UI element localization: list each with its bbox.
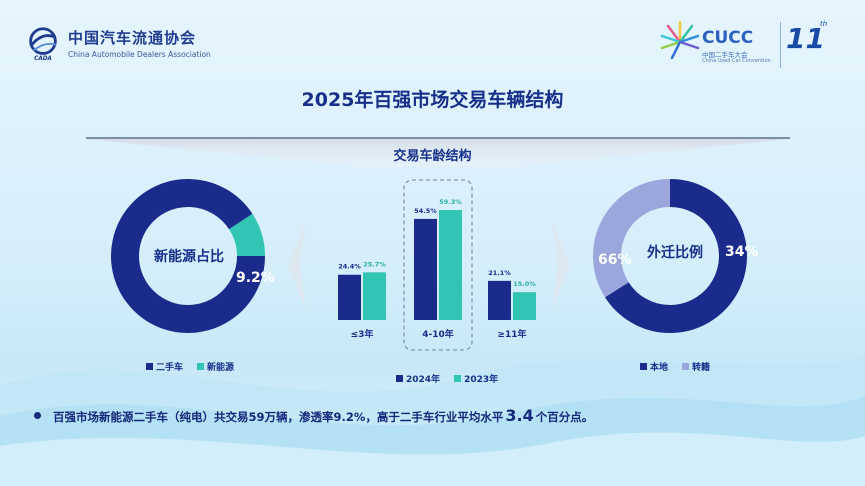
footnote: 百强市场新能源二手车（纯电）共交易59万辆，渗透率9.2%，高于二手车行业平均水… <box>34 406 593 425</box>
bar-category-label: ≥11年 <box>497 328 526 340</box>
donut-nev-slice-1 <box>228 213 265 257</box>
edition-suffix: th <box>820 20 828 28</box>
org-name-cn: 中国汽车流通协会 <box>68 29 197 47</box>
donut-nev-slice-0 <box>111 179 265 333</box>
bar-≤3年-2024年 <box>338 274 361 320</box>
bar-≥11年-2023年 <box>513 292 536 320</box>
bar-data-label: 21.1% <box>488 269 511 277</box>
cada-emblem-icon: CADA <box>29 27 57 62</box>
bullet-icon <box>34 412 41 419</box>
donut-nev-center-label: 新能源占比 <box>154 249 224 265</box>
bar-category-label: 4-10年 <box>422 328 454 340</box>
org-name-en: China Automobile Dealers Association <box>68 50 211 59</box>
background-wave <box>0 356 865 486</box>
donut-transfer-slice-label-local: 66% <box>598 252 632 268</box>
bar-4-10年-2024年 <box>414 218 437 320</box>
footnote-text: 百强市场新能源二手车（纯电）共交易59万辆，渗透率9.2%，高于二手车行业平均水… <box>53 410 504 424</box>
donut-transfer-slice-label-moved: 34% <box>725 244 759 260</box>
highlight-box <box>403 179 473 351</box>
logo-divider <box>780 22 781 68</box>
cucc-name-cn: 中国二手车大会 <box>702 51 748 59</box>
bar-category-label: ≤3年 <box>351 328 374 340</box>
footnote-highlight: 3.4 <box>505 406 534 425</box>
bar-data-label: 25.7% <box>363 260 386 268</box>
donut-transfer-slice-0 <box>605 179 747 333</box>
footnote-tail: 个百分点。 <box>535 410 594 424</box>
bar-4-10年-2023年 <box>439 210 462 320</box>
legend-item-2024: 2024年 <box>396 372 440 385</box>
cucc-name-en: China Used Car Convention <box>702 58 771 64</box>
legend-item-moved: 转籍 <box>682 360 710 373</box>
cucc-burst-icon <box>660 20 700 60</box>
legend-item-2023: 2023年 <box>454 372 498 385</box>
legend-item-nev: 新能源 <box>197 360 234 373</box>
legend-item-used: 二手车 <box>146 360 183 373</box>
edition-number: 11 <box>786 22 825 55</box>
bar-data-label: 54.5% <box>414 207 437 215</box>
cucc-logo: CUCC 中国二手车大会 China Used Car Convention 1… <box>658 14 848 70</box>
donut-nev-slice-label: 9.2% <box>236 270 275 286</box>
section-divider <box>86 137 790 139</box>
right-arrow-icon <box>552 220 570 310</box>
legend-item-local: 本地 <box>640 360 668 373</box>
left-arrow-icon <box>288 220 306 310</box>
bar-data-label: 15.0% <box>513 280 536 288</box>
svg-text:CADA: CADA <box>34 56 52 62</box>
funnel-banner <box>86 139 790 167</box>
bar-≤3年-2023年 <box>363 272 386 320</box>
donut-transfer-slice-1 <box>593 179 671 298</box>
donut-transfer-legend: 本地 转籍 <box>640 360 724 373</box>
bar-legend: 2024年 2023年 <box>396 372 512 385</box>
bar-chart-title: 交易车龄结构 <box>393 149 472 164</box>
bar-data-label: 59.3% <box>439 198 462 206</box>
donut-transfer-center-label: 外迁比例 <box>647 245 703 261</box>
page-title: 2025年百强市场交易车辆结构 <box>301 89 564 111</box>
bar-data-label: 24.4% <box>338 263 361 271</box>
cada-logo: CADA 中国汽车流通协会 China Automobile Dealers A… <box>24 24 211 62</box>
bar-≥11年-2024年 <box>488 280 511 320</box>
donut-nev-legend: 二手车 新能源 <box>146 360 248 373</box>
cucc-name: CUCC <box>702 28 754 48</box>
